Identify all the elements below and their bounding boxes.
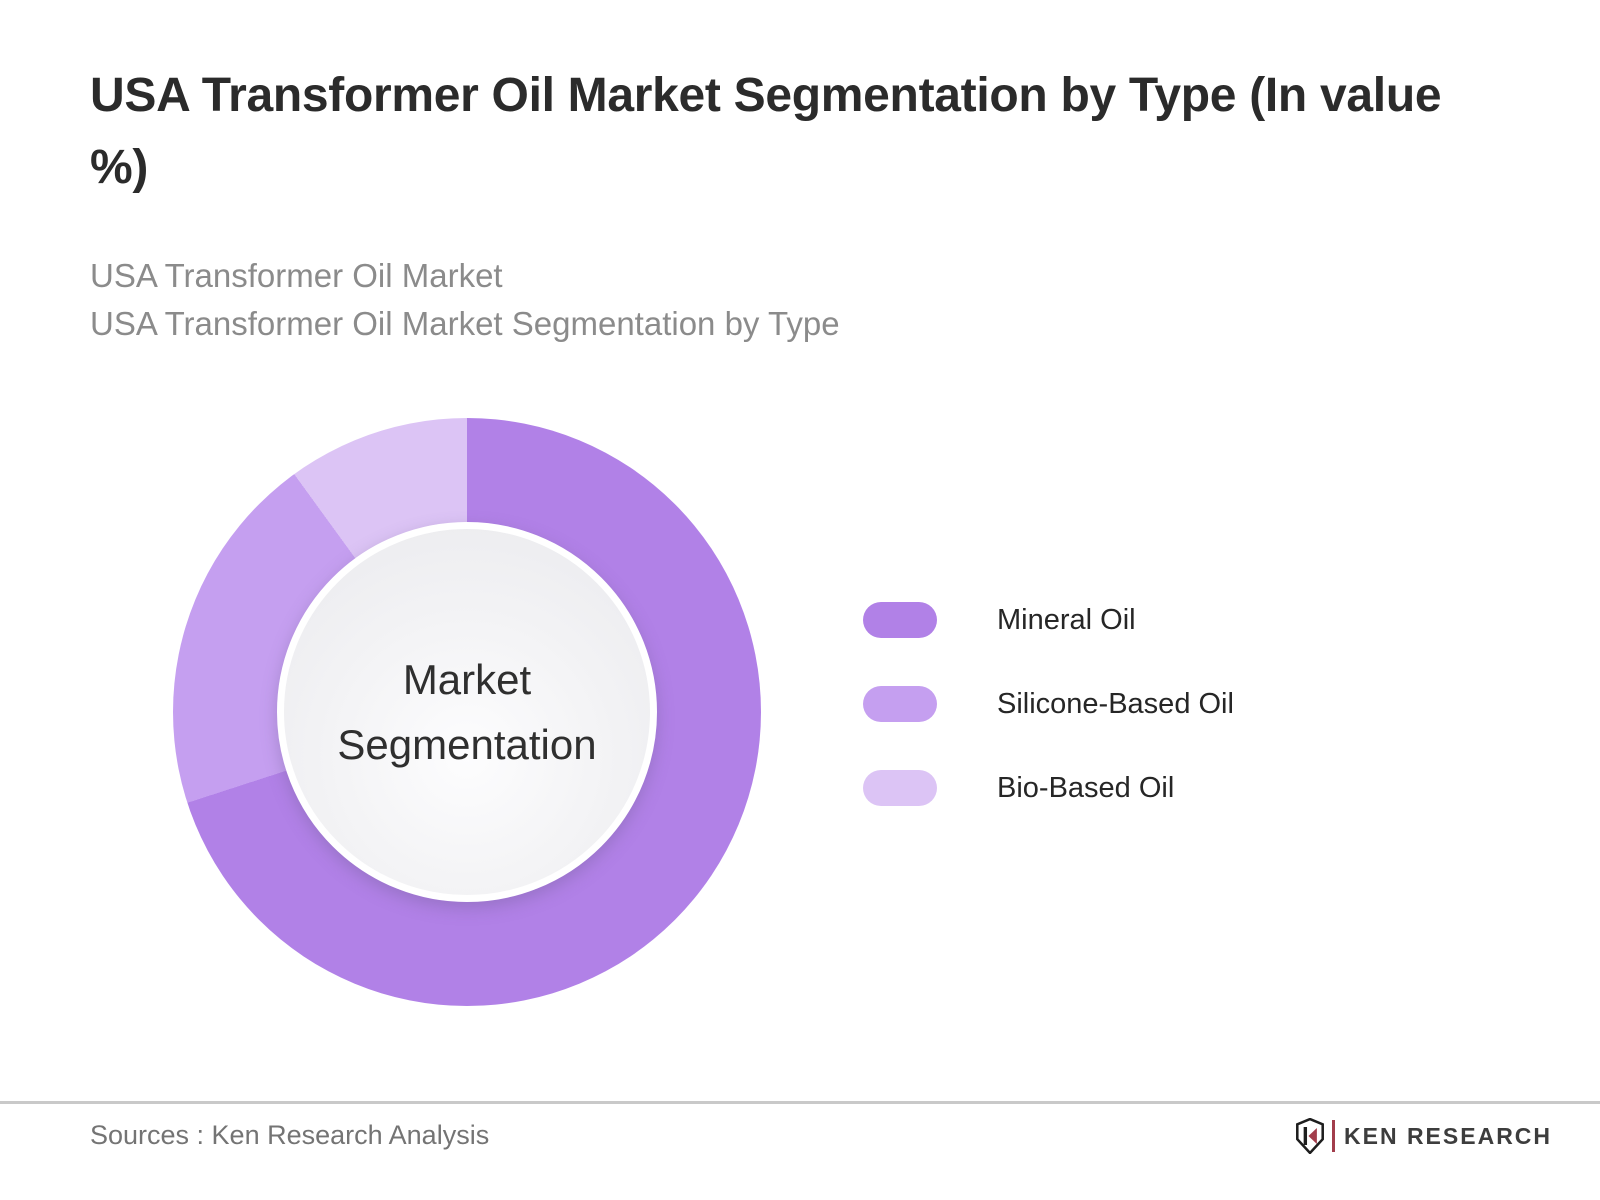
donut-center-label: Market Segmentation [337,655,597,768]
legend-label-silicone-based-oil: Silicone-Based Oil [997,687,1234,720]
brand-wordmark: KEN RESEARCH [1344,1122,1553,1149]
legend-swatch-silicone-based-oil [863,686,937,722]
donut-chart: Market Segmentation [173,418,761,1006]
donut-center: Market Segmentation [277,522,657,902]
legend-swatch-bio-based-oil [863,770,937,806]
logo-divider-bar [1332,1120,1335,1152]
legend-item-silicone-based-oil: Silicone-Based Oil [863,686,1234,722]
legend: Mineral Oil Silicone-Based Oil Bio-Based… [863,602,1234,854]
legend-item-mineral-oil: Mineral Oil [863,602,1234,638]
subtitle-line-2: USA Transformer Oil Market Segmentation … [90,304,840,342]
legend-swatch-mineral-oil [863,602,937,638]
ken-research-logo: KEN RESEARCH [1296,1116,1552,1156]
legend-label-bio-based-oil: Bio-Based Oil [997,771,1175,804]
page-title: USA Transformer Oil Market Segmentation … [90,69,1442,194]
legend-item-bio-based-oil: Bio-Based Oil [863,770,1234,806]
chart-subtitle: USA Transformer Oil Market USA Transform… [90,252,1190,348]
ken-research-shield-icon [1296,1118,1324,1154]
subtitle-line-1: USA Transformer Oil Market [90,257,503,294]
footer-divider [0,1101,1600,1104]
sources-note: Sources : Ken Research Analysis [90,1120,490,1150]
legend-label-mineral-oil: Mineral Oil [997,603,1136,636]
